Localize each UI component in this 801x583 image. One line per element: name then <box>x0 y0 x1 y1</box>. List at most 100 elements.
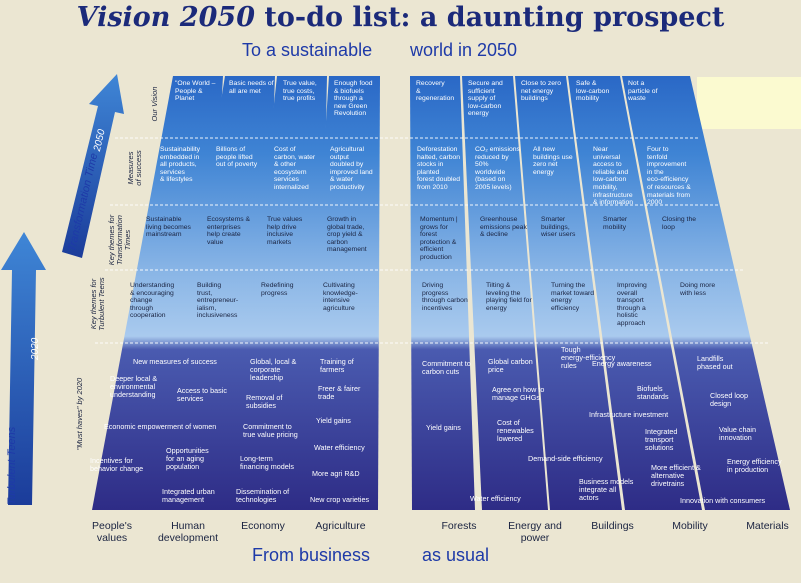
column-label-economy: Economy <box>241 520 285 532</box>
cell-turbulent-materials: Doing more with less <box>680 282 716 297</box>
cell-measures-energy: CO₂ emissions reduced by 50% worldwide (… <box>475 146 520 191</box>
must-have-item: Global, local & corporate leadership <box>250 357 297 382</box>
must-have-item: Removal of subsidies <box>246 393 283 410</box>
cell-turbulent-energy: Tilting & leveling the playing field for… <box>486 282 532 312</box>
must-have-item: Opportunities for an aging population <box>166 446 209 471</box>
cell-transformation-materials: Closing the loop <box>662 216 697 231</box>
cell-transformation-economy: True values help drive inclusive markets <box>267 216 303 246</box>
cell-turbulent-human-development: Building trust, entrepreneur- ialism, in… <box>197 282 239 320</box>
row-label-measures: Measures of success <box>126 150 143 186</box>
must-have-item: Long-term financing models <box>240 454 294 471</box>
must-have-item: Value chain innovation <box>719 425 757 442</box>
row-label-transformation: Key themes for Transformation Times <box>107 214 132 266</box>
column-label-agriculture: Agriculture <box>315 520 366 532</box>
cell-measures-peoples-values: Sustainability embedded in all products,… <box>160 146 201 184</box>
must-have-item: More agri R&D <box>312 469 360 478</box>
cell-measures-buildings: All new buildings use zero net energy <box>533 146 573 176</box>
must-have-item: Landfills phased out <box>697 354 733 371</box>
column-materials <box>622 76 790 510</box>
cell-vision-buildings: Close to zero net energy buildings <box>521 80 562 103</box>
cell-vision-peoples-values: "One World – People & Planet <box>175 80 216 103</box>
must-have-item: Water efficiency <box>314 443 365 452</box>
must-have-item: Energy efficiency in production <box>727 457 782 474</box>
highlight-box <box>697 77 801 129</box>
bottom-label-right: as usual <box>422 545 490 565</box>
column-agriculture <box>300 76 380 510</box>
column-label-energy: Energy and power <box>508 520 562 544</box>
bottom-label-left: From business <box>252 545 371 565</box>
must-have-item: Tough energy-efficiency rules <box>561 345 616 370</box>
cell-turbulent-forests: Driving progress through carbon incentiv… <box>422 282 468 312</box>
row-label-turbulent: Key themes for Turbulent Teens <box>89 277 106 331</box>
must-have-item: Infrastructure investment <box>589 410 669 419</box>
must-have-item: Commitment to carbon cuts <box>422 359 471 376</box>
cell-measures-forests: Deforestation halted, carbon stocks in p… <box>417 146 461 191</box>
must-have-item: Training of farmers <box>320 357 354 374</box>
transformation-arrow <box>62 74 124 258</box>
row-label-vision: Our Vision <box>150 86 159 122</box>
column-energy <box>462 76 548 510</box>
cell-turbulent-buildings: Turning the market toward energy efficie… <box>551 282 595 312</box>
cell-vision-materials: Not a particle of waste <box>628 80 658 103</box>
subtitle-left: To a sustainable <box>242 40 373 60</box>
must-have-item: Access to basic services <box>177 386 227 403</box>
must-have-item: Innovation with consumers <box>680 496 766 505</box>
must-have-item: Closed loop design <box>710 391 748 408</box>
cell-turbulent-economy: Redefining progress <box>261 282 294 297</box>
must-have-item: New measures of success <box>133 357 217 366</box>
must-have-item: Agree on how to manage GHGs <box>492 385 545 402</box>
must-have-item: Business models integrate all actors <box>579 477 634 502</box>
cell-vision-mobility: Safe & low-carbon mobility <box>576 80 610 103</box>
must-have-item: New crop varieties <box>310 495 370 504</box>
cell-measures-materials: Four to tenfold improvement in the eco-e… <box>647 146 691 207</box>
must-have-item: Incentives for behavior change <box>90 456 144 473</box>
cell-vision-agriculture: Enough food & biofuels through a new Gre… <box>334 80 373 118</box>
cell-measures-human-development: Billions of people lifted out of poverty <box>216 146 258 169</box>
cell-measures-mobility: Near universal access to reliable and lo… <box>593 146 634 207</box>
column-label-peoples-values: People's values <box>92 520 132 544</box>
cell-vision-economy: True value, true costs, true profits <box>283 80 317 103</box>
must-have-item: Biofuels standards <box>637 384 669 401</box>
column-economy <box>230 76 327 510</box>
must-have-item: Economic empowerment of women <box>104 422 217 431</box>
column-label-forests: Forests <box>441 520 477 532</box>
must-have-item: Integrated transport solutions <box>645 427 678 452</box>
cell-transformation-buildings: Smarter buildings, wiser users <box>541 216 576 239</box>
cell-measures-economy: Cost of carbon, water & other ecosystem … <box>274 146 316 191</box>
column-forests <box>410 76 475 510</box>
column-label-mobility: Mobility <box>672 520 708 532</box>
row-separators <box>95 137 770 344</box>
cell-vision-energy: Secure and sufficient supply of low-carb… <box>468 80 503 118</box>
cell-vision-human-development: Basic needs of all are met <box>229 80 274 95</box>
must-have-item: Deeper local & environmental understandi… <box>110 374 158 399</box>
cell-transformation-human-development: Ecosystems & enterprises help create val… <box>207 216 251 246</box>
cell-vision-forests: Recovery & regeneration <box>416 80 455 103</box>
turbulent-arrow <box>1 232 46 505</box>
must-have-item: Integrated urban management <box>162 487 215 504</box>
must-have-item: Demand-side efficiency <box>528 454 603 463</box>
cell-transformation-energy: Greenhouse emissions peak & decline <box>480 216 527 239</box>
must-have-item: Cost of renewables lowered <box>497 418 534 443</box>
cell-transformation-peoples-values: Sustainable living becomes mainstream <box>146 216 191 239</box>
cell-turbulent-mobility: Improving overall transport through a ho… <box>617 282 647 327</box>
column-label-buildings: Buildings <box>591 520 634 532</box>
column-label-human-development: Human development <box>157 520 219 544</box>
must-have-item: Yield gains <box>316 416 351 425</box>
cell-measures-agriculture: Agricultural output doubled by improved … <box>330 146 373 191</box>
cell-turbulent-agriculture: Cultivating knowledge- intensive agricul… <box>323 282 358 312</box>
column-buildings <box>515 76 622 510</box>
year-2020-label: 2020 <box>30 337 41 360</box>
must-have-item: More efficient & alternative drivetrains <box>651 463 701 488</box>
cell-transformation-mobility: Smarter mobility <box>603 216 628 231</box>
row-label-must-haves: "Must haves" by 2020 <box>75 377 84 451</box>
must-have-item: Freer & fairer trade <box>318 384 361 401</box>
must-have-item: Water efficiency <box>470 494 521 503</box>
page-title: Vision 2050 to-do list: a daunting prosp… <box>76 2 725 33</box>
cell-transformation-agriculture: Growth in global trade, crop yield & car… <box>327 216 367 254</box>
must-have-item: Yield gains <box>426 423 461 432</box>
cell-turbulent-peoples-values: Understanding & encouraging change throu… <box>130 282 175 320</box>
column-label-materials: Materials <box>746 520 789 532</box>
subtitle-right: world in 2050 <box>410 40 518 60</box>
column-mobility <box>568 76 702 510</box>
